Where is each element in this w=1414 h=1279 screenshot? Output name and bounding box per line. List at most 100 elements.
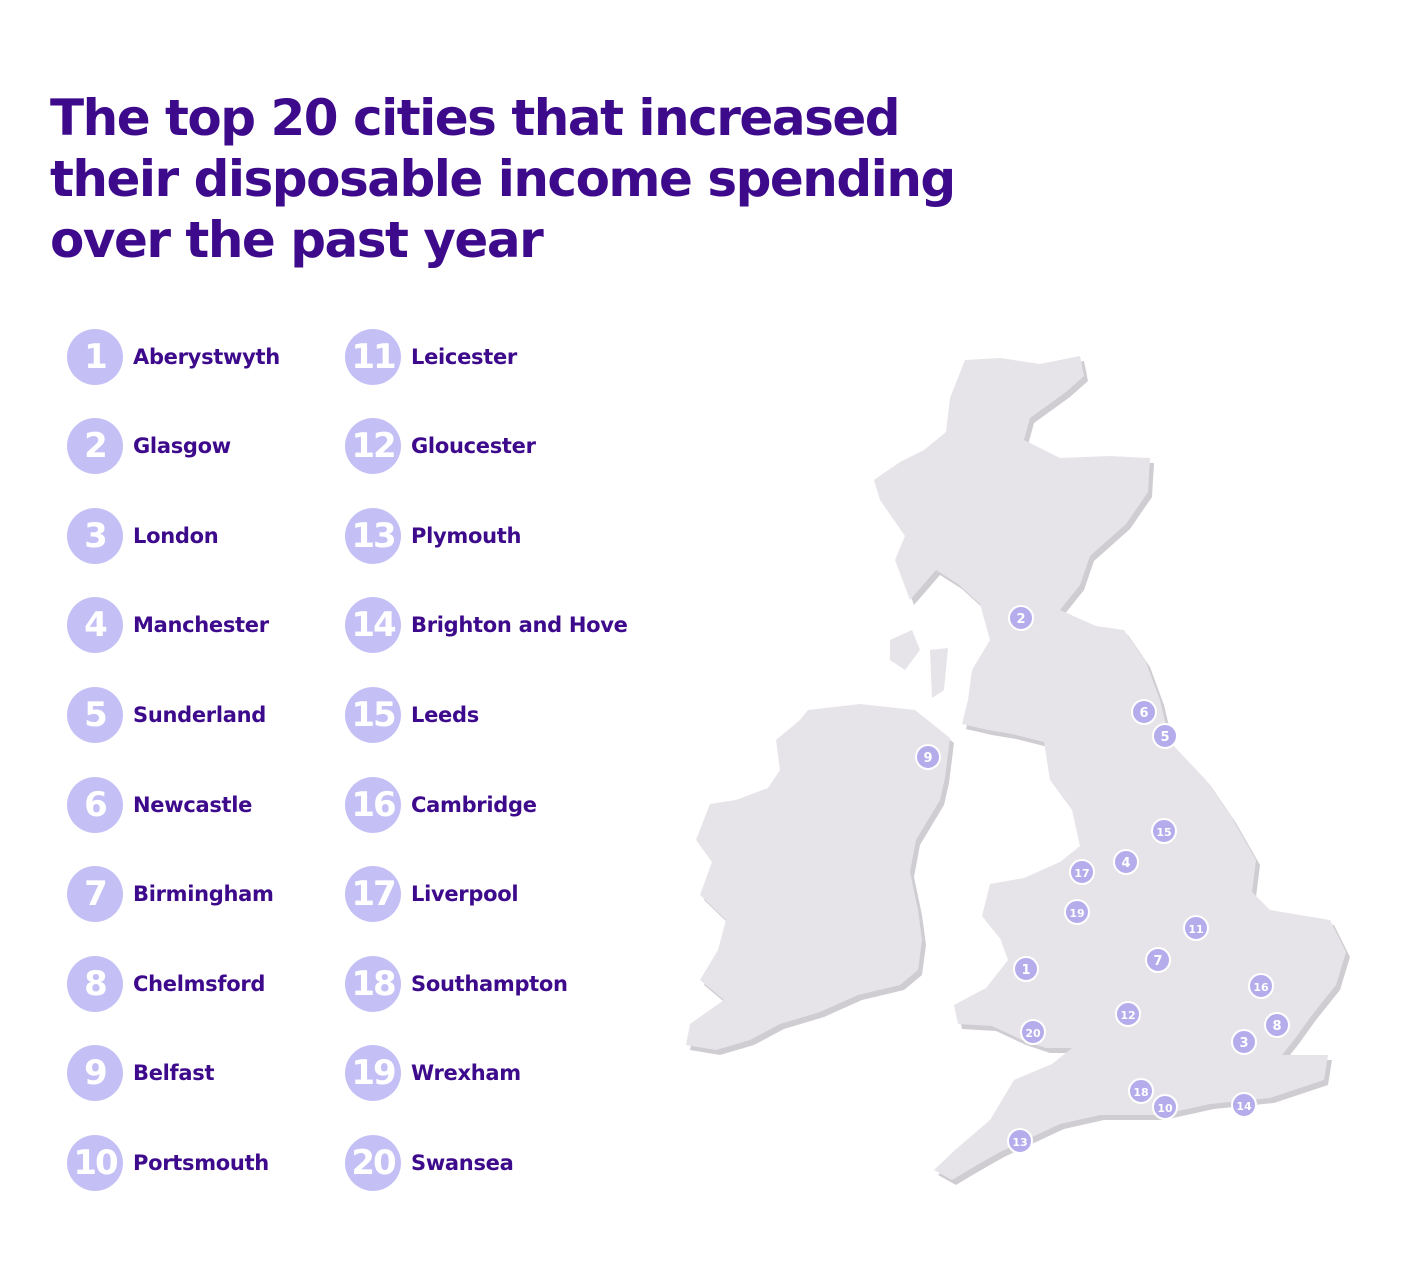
map-marker-label: 9	[923, 751, 932, 766]
rank-badge: 6	[67, 777, 123, 833]
map-marker-dot	[1020, 1019, 1046, 1045]
rank-item: 10 Portsmouth	[67, 1134, 269, 1192]
city-name: Chelmsford	[133, 972, 266, 996]
map-marker-label: 13	[1012, 1136, 1027, 1149]
map-markers: 2 65 9 15 4 17 19 11 7 1 16 12 8 20 3 18 10 14 13	[915, 605, 1290, 1154]
map-marker: 8	[1264, 1012, 1290, 1038]
map-marker-dot	[1152, 723, 1178, 749]
rank-badge: 11	[345, 329, 401, 385]
city-name: Brighton and Hove	[411, 613, 628, 637]
rank-item: 11 Leicester	[345, 328, 517, 386]
rank-item: 1 Aberystwyth	[67, 328, 280, 386]
rank-badge: 1	[67, 329, 123, 385]
city-name: Southampton	[411, 972, 568, 996]
map-marker: 10	[1152, 1094, 1178, 1120]
rank-item: 4 Manchester	[67, 596, 269, 654]
great-britain-shape	[874, 356, 1346, 1180]
map-marker: 7	[1145, 947, 1171, 973]
map-marker-label: 4	[1121, 856, 1130, 871]
rank-item: 12 Gloucester	[345, 417, 536, 475]
map-marker-label: 10	[1157, 1102, 1173, 1115]
rank-badge: 10	[67, 1135, 123, 1191]
uk-ireland-map: 2 65 9 15 4 17 19 11 7 1 16 12 8 20 3 18 10 14 13	[686, 356, 1350, 1185]
map-marker-dot	[1264, 1012, 1290, 1038]
map-marker-dot	[1151, 818, 1177, 844]
rank-item: 8 Chelmsford	[67, 955, 265, 1013]
title-line-2: their disposable income spending	[50, 150, 956, 208]
rank-item: 19 Wrexham	[345, 1044, 521, 1102]
city-name: Aberystwyth	[133, 345, 280, 369]
rank-badge: 2	[67, 418, 123, 474]
rank-badge: 8	[67, 956, 123, 1012]
rank-item: 9 Belfast	[67, 1044, 215, 1102]
rank-badge: 19	[345, 1045, 401, 1101]
city-name: Leeds	[411, 703, 479, 727]
city-name: Birmingham	[133, 882, 274, 906]
map-marker-label: 3	[1239, 1036, 1248, 1051]
city-name: Swansea	[411, 1151, 514, 1175]
rank-badge: 5	[67, 687, 123, 743]
map-marker-dot	[1183, 915, 1209, 941]
map-marker: 19	[1064, 899, 1090, 925]
map-marker: 11	[1183, 915, 1209, 941]
map-marker: 2	[1008, 605, 1034, 631]
map-marker-label: 16	[1253, 981, 1269, 994]
rank-item: 14 Brighton and Hove	[345, 596, 628, 654]
ireland-shape	[686, 704, 950, 1050]
rank-item: 17 Liverpool	[345, 865, 519, 923]
map-marker-label: 7	[1153, 954, 1162, 969]
city-name: Glasgow	[133, 434, 231, 458]
rank-item: 3 London	[67, 507, 219, 565]
rank-badge: 17	[345, 866, 401, 922]
island-shape	[890, 630, 920, 670]
rank-badge: 12	[345, 418, 401, 474]
map-marker-label: 18	[1133, 1086, 1148, 1099]
rank-item: 6 Newcastle	[67, 776, 252, 834]
map-marker-label: 12	[1120, 1009, 1135, 1022]
title-line-3: over the past year	[50, 211, 544, 269]
map-marker-label: 5	[1160, 730, 1169, 745]
map-marker: 13	[1007, 1128, 1033, 1154]
city-name: Sunderland	[133, 703, 267, 727]
map-marker-dot	[1013, 956, 1039, 982]
city-name: Liverpool	[411, 882, 519, 906]
map-marker: 15	[1151, 818, 1177, 844]
map-marker-label: 20	[1025, 1027, 1041, 1040]
map-marker: 3	[1231, 1029, 1257, 1055]
map-marker: 14	[1231, 1092, 1257, 1118]
city-name: Plymouth	[411, 524, 522, 548]
map-marker-dot	[1231, 1092, 1257, 1118]
map-land	[686, 356, 1346, 1180]
rank-badge: 9	[67, 1045, 123, 1101]
map-marker: 4	[1113, 849, 1139, 875]
map-marker: 5	[1152, 723, 1178, 749]
map-marker: 17	[1069, 859, 1095, 885]
map-marker-dot	[1128, 1078, 1154, 1104]
map-marker-dot	[1152, 1094, 1178, 1120]
map-marker-label: 17	[1074, 867, 1089, 880]
map-marker-dot	[1064, 899, 1090, 925]
rank-badge: 16	[345, 777, 401, 833]
map-marker-dot	[1231, 1029, 1257, 1055]
map-marker-label: 19	[1069, 907, 1084, 920]
rank-badge: 15	[345, 687, 401, 743]
map-marker-dot	[1008, 605, 1034, 631]
rank-item: 7 Birmingham	[67, 865, 274, 923]
rank-item: 13 Plymouth	[345, 507, 521, 565]
rank-badge: 20	[345, 1135, 401, 1191]
rank-badge: 3	[67, 508, 123, 564]
map-marker-dot	[1069, 859, 1095, 885]
city-name: London	[133, 524, 219, 548]
rank-item: 16 Cambridge	[345, 776, 537, 834]
rank-badge: 13	[345, 508, 401, 564]
rank-badge: 14	[345, 597, 401, 653]
rank-item: 18 Southampton	[345, 955, 568, 1013]
city-name: Belfast	[133, 1061, 215, 1085]
map-marker-dot	[1248, 973, 1274, 999]
map-marker-label: 15	[1156, 826, 1171, 839]
map-marker-label: 1	[1021, 963, 1030, 978]
rank-item: 20 Swansea	[345, 1134, 514, 1192]
island-shape	[930, 648, 948, 698]
city-name: Wrexham	[411, 1061, 521, 1085]
city-name: Manchester	[133, 613, 269, 637]
